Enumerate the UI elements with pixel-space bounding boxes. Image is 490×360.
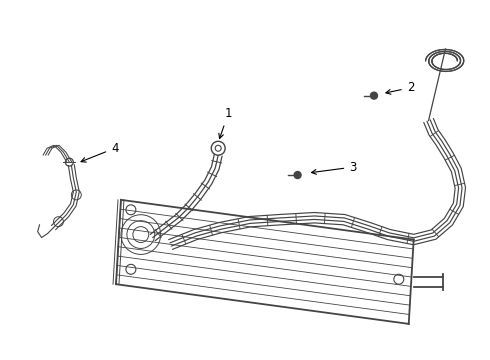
Circle shape [370, 92, 377, 99]
Circle shape [294, 172, 301, 179]
Text: 4: 4 [81, 142, 119, 162]
Text: 2: 2 [386, 81, 414, 94]
Text: 3: 3 [312, 161, 357, 174]
Text: 1: 1 [219, 108, 232, 139]
